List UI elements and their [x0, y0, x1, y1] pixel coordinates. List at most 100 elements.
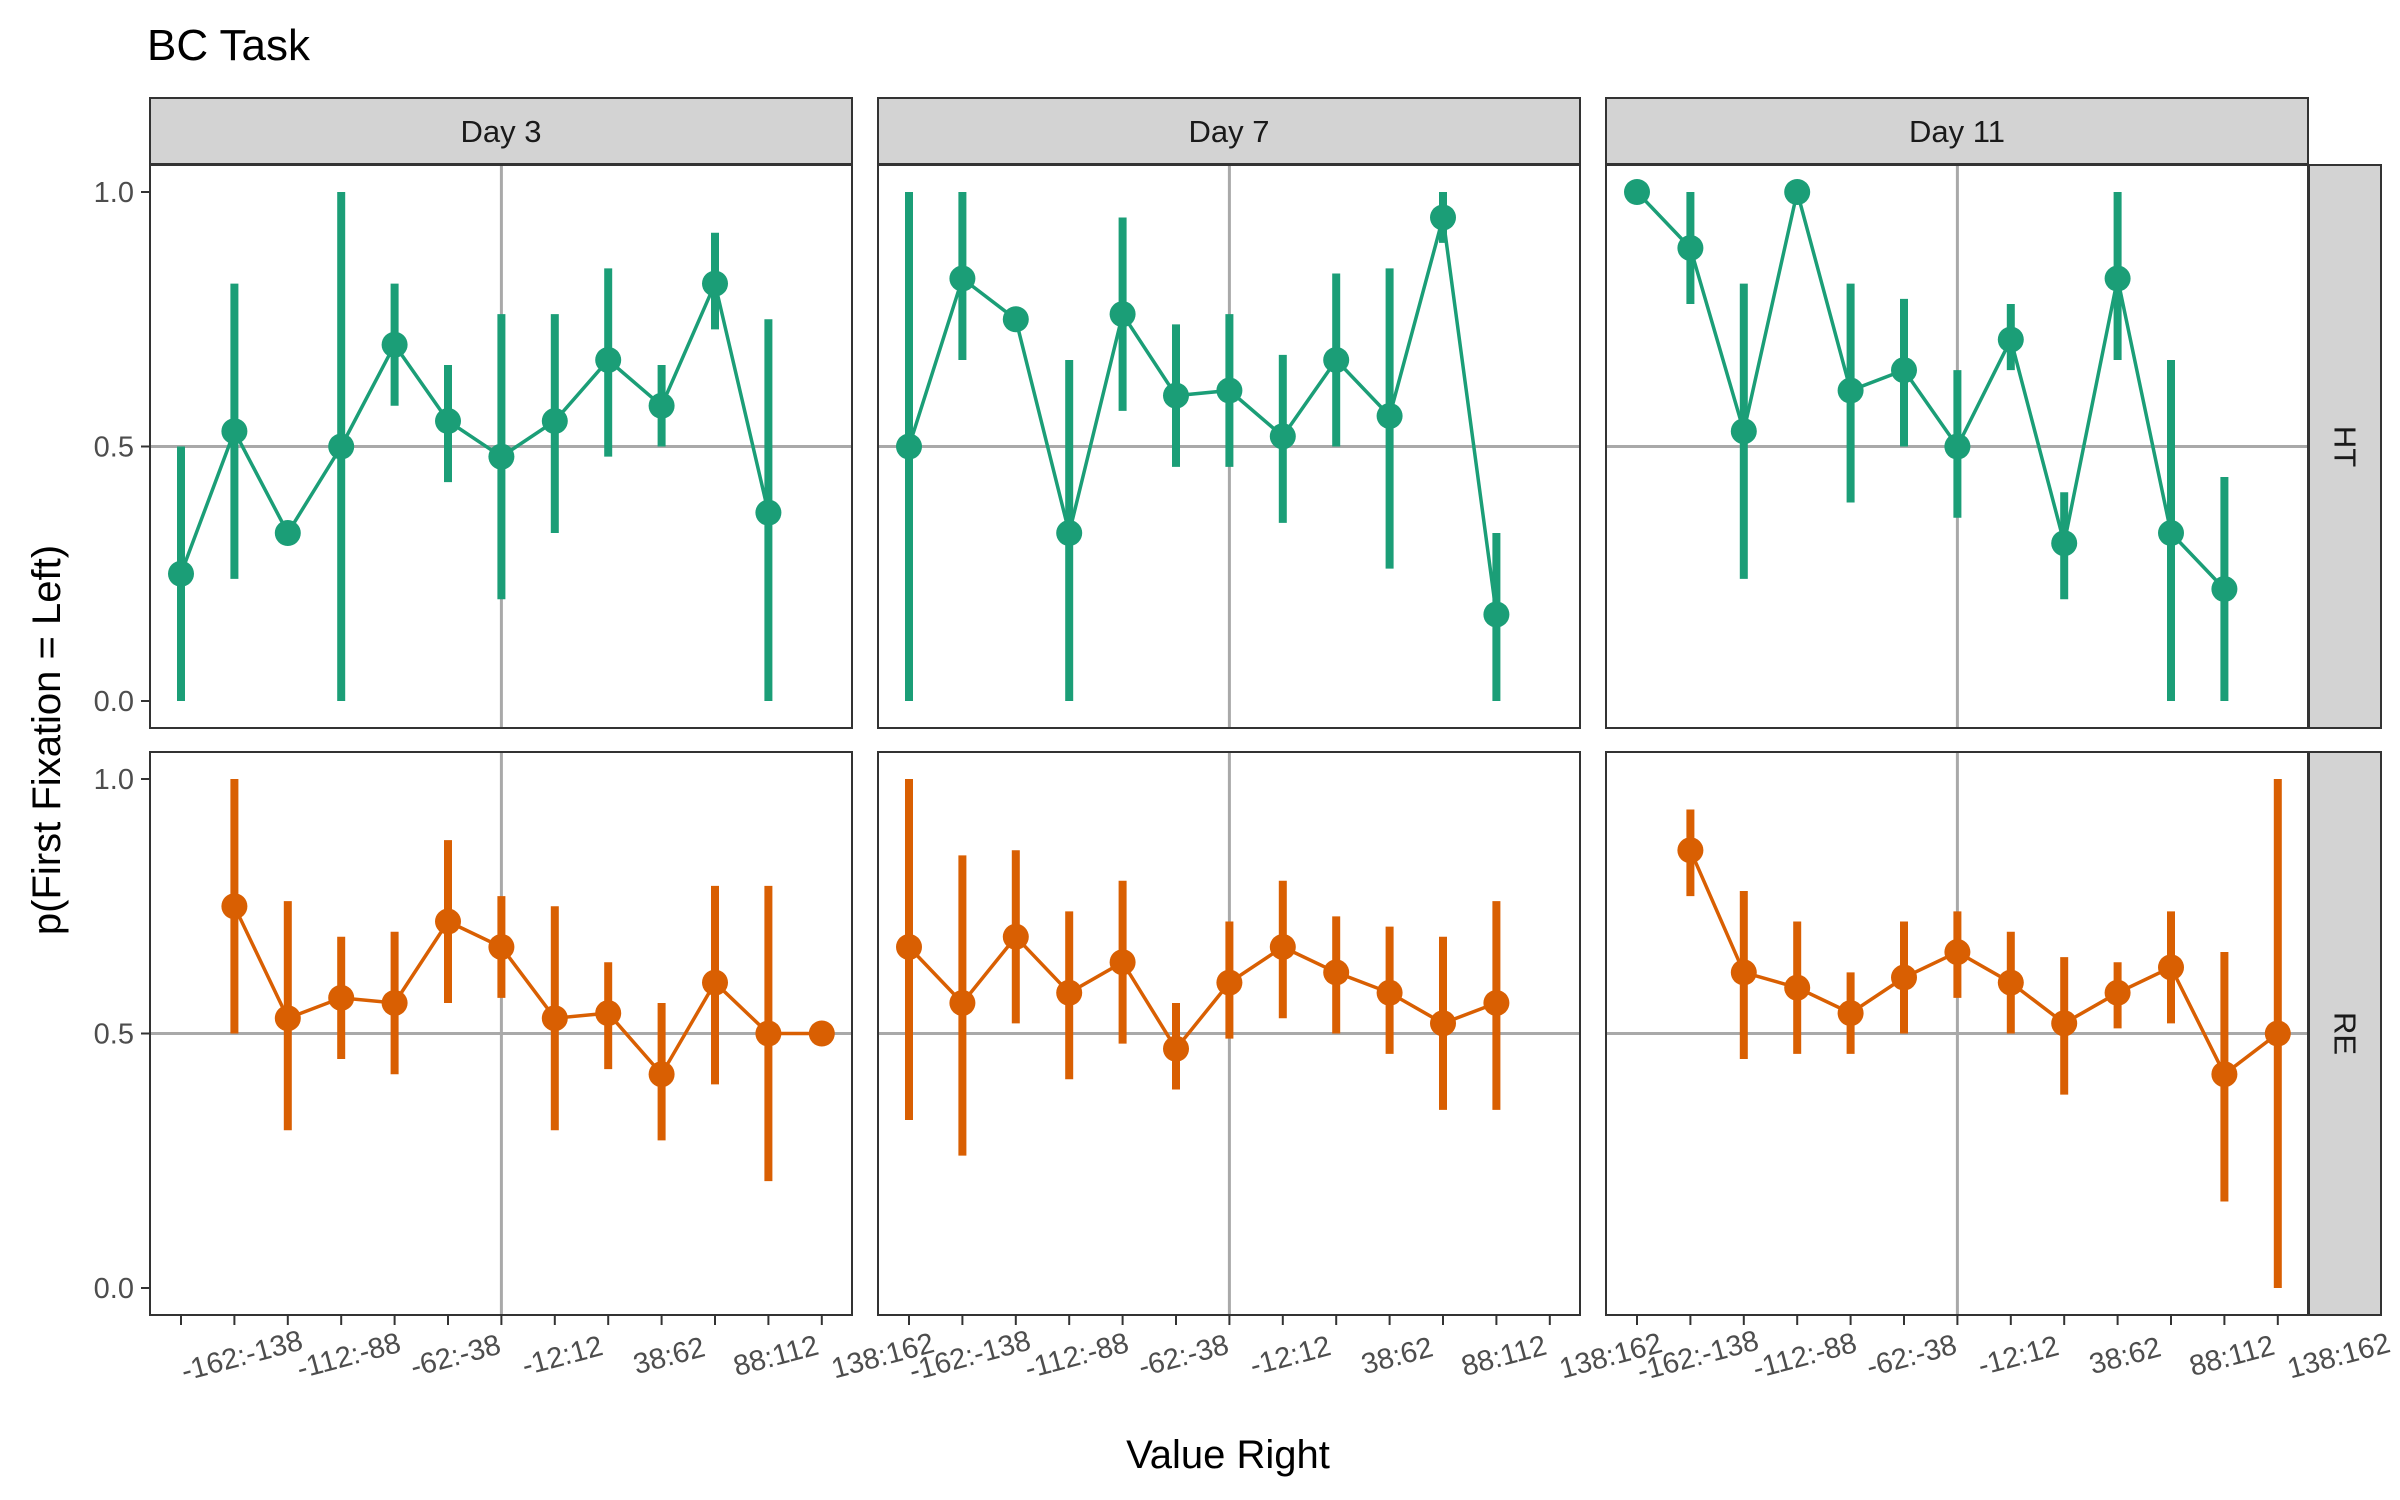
x-tick-label: -112:-88: [294, 1327, 405, 1385]
data-point: [541, 1005, 568, 1032]
data-point: [381, 989, 408, 1016]
data-point: [2158, 954, 2184, 981]
data-point: [1784, 974, 1811, 1001]
data-point: [1109, 301, 1136, 328]
y-axis-title: p(First Fixation = Left): [25, 545, 69, 935]
data-point: [435, 908, 461, 935]
facet-strip-column: [1605, 97, 2309, 165]
data-point: [2104, 979, 2131, 1006]
data-point: [1430, 1010, 1456, 1037]
x-tick-label: -12:12: [1247, 1330, 1335, 1382]
y-tick-label: 1.0: [94, 764, 134, 796]
facet-strip-column: [149, 97, 853, 165]
data-point: [755, 499, 782, 526]
data-point: [1944, 939, 1971, 966]
y-tick-label: 0.5: [94, 432, 134, 464]
data-point: [1163, 1035, 1189, 1062]
data-point: [2051, 530, 2078, 557]
facet-strip-label: Day 7: [1189, 114, 1270, 149]
data-point: [328, 433, 355, 460]
data-point: [274, 1005, 301, 1032]
x-tick-label: 138:162: [2284, 1327, 2394, 1385]
data-point: [896, 933, 922, 960]
data-point: [1997, 969, 2024, 996]
data-point: [1837, 377, 1864, 404]
data-point: [702, 969, 728, 996]
data-point: [1323, 346, 1350, 373]
data-point: [595, 346, 622, 373]
data-point: [1891, 357, 1917, 384]
data-point: [1056, 520, 1083, 547]
data-point: [1730, 418, 1757, 445]
y-tick-label: 0.0: [94, 686, 134, 718]
facet-strip-label: Day 3: [461, 114, 542, 149]
facet-strip-row: [2308, 751, 2382, 1316]
x-tick-label: 88:112: [730, 1330, 822, 1383]
x-tick-label: 88:112: [1458, 1330, 1550, 1383]
data-point: [1624, 179, 1650, 205]
y-tick-label: 0.0: [94, 1273, 134, 1305]
facet-strip-label: HT: [2328, 426, 2363, 467]
x-tick-label: -12:12: [1975, 1330, 2063, 1382]
panel-border: [877, 164, 1581, 729]
x-tick-label: -12:12: [519, 1330, 607, 1382]
data-point: [1784, 179, 1811, 205]
data-point: [1216, 377, 1243, 404]
x-tick-label: 38:62: [630, 1331, 708, 1381]
data-point: [2051, 1010, 2078, 1037]
data-point: [221, 893, 248, 920]
data-point: [648, 392, 675, 419]
facet-strip-row: [2308, 164, 2382, 729]
x-tick-label: -112:-88: [1022, 1327, 1133, 1385]
data-point: [755, 1020, 782, 1047]
data-point: [1376, 979, 1403, 1006]
data-point: [2264, 1020, 2291, 1047]
data-point: [1002, 923, 1029, 950]
data-point: [1109, 949, 1136, 976]
data-point: [541, 408, 568, 435]
y-tick-label: 0.5: [94, 1019, 134, 1051]
data-point: [808, 1020, 835, 1047]
data-point: [435, 408, 461, 435]
data-point: [1677, 234, 1704, 261]
x-tick-label: 88:112: [2186, 1330, 2278, 1383]
data-point: [2104, 265, 2131, 292]
x-tick-label: -62:-38: [1135, 1329, 1232, 1384]
data-point: [1891, 964, 1917, 991]
chart-title: BC Task: [147, 21, 311, 70]
x-tick-label: -62:-38: [1863, 1329, 1960, 1384]
panel-border: [1605, 164, 2309, 729]
data-point: [488, 933, 515, 960]
data-point: [1323, 959, 1350, 986]
data-point: [1944, 433, 1971, 460]
x-tick-label: 38:62: [1358, 1331, 1436, 1381]
data-point: [2211, 1061, 2238, 1088]
data-point: [1056, 979, 1083, 1006]
facet-strip-label: Day 11: [1909, 114, 2005, 149]
data-point: [274, 520, 301, 547]
facet-strip-label: RE: [2328, 1012, 2363, 1055]
data-point: [949, 989, 976, 1016]
x-tick-label: -112:-88: [1750, 1327, 1861, 1385]
x-tick-label: 38:62: [2086, 1331, 2164, 1381]
x-tick-label: -62:-38: [407, 1329, 504, 1384]
data-point: [1376, 402, 1403, 429]
series-line: [179, 278, 771, 575]
data-point: [648, 1061, 675, 1088]
facet-strip-column: [877, 97, 1581, 165]
data-point: [1269, 933, 1296, 960]
data-point: [1483, 989, 1510, 1016]
data-point: [168, 560, 194, 587]
x-axis-title: Value Right: [1126, 1433, 1330, 1477]
data-point: [1269, 423, 1296, 450]
data-point: [1677, 837, 1704, 864]
data-point: [896, 433, 922, 460]
y-tick-label: 1.0: [94, 177, 134, 209]
data-point: [2158, 520, 2184, 547]
data-point: [1430, 204, 1456, 231]
data-point: [488, 443, 515, 470]
data-point: [1730, 959, 1757, 986]
data-point: [1997, 326, 2024, 353]
series-line: [1635, 190, 2226, 591]
